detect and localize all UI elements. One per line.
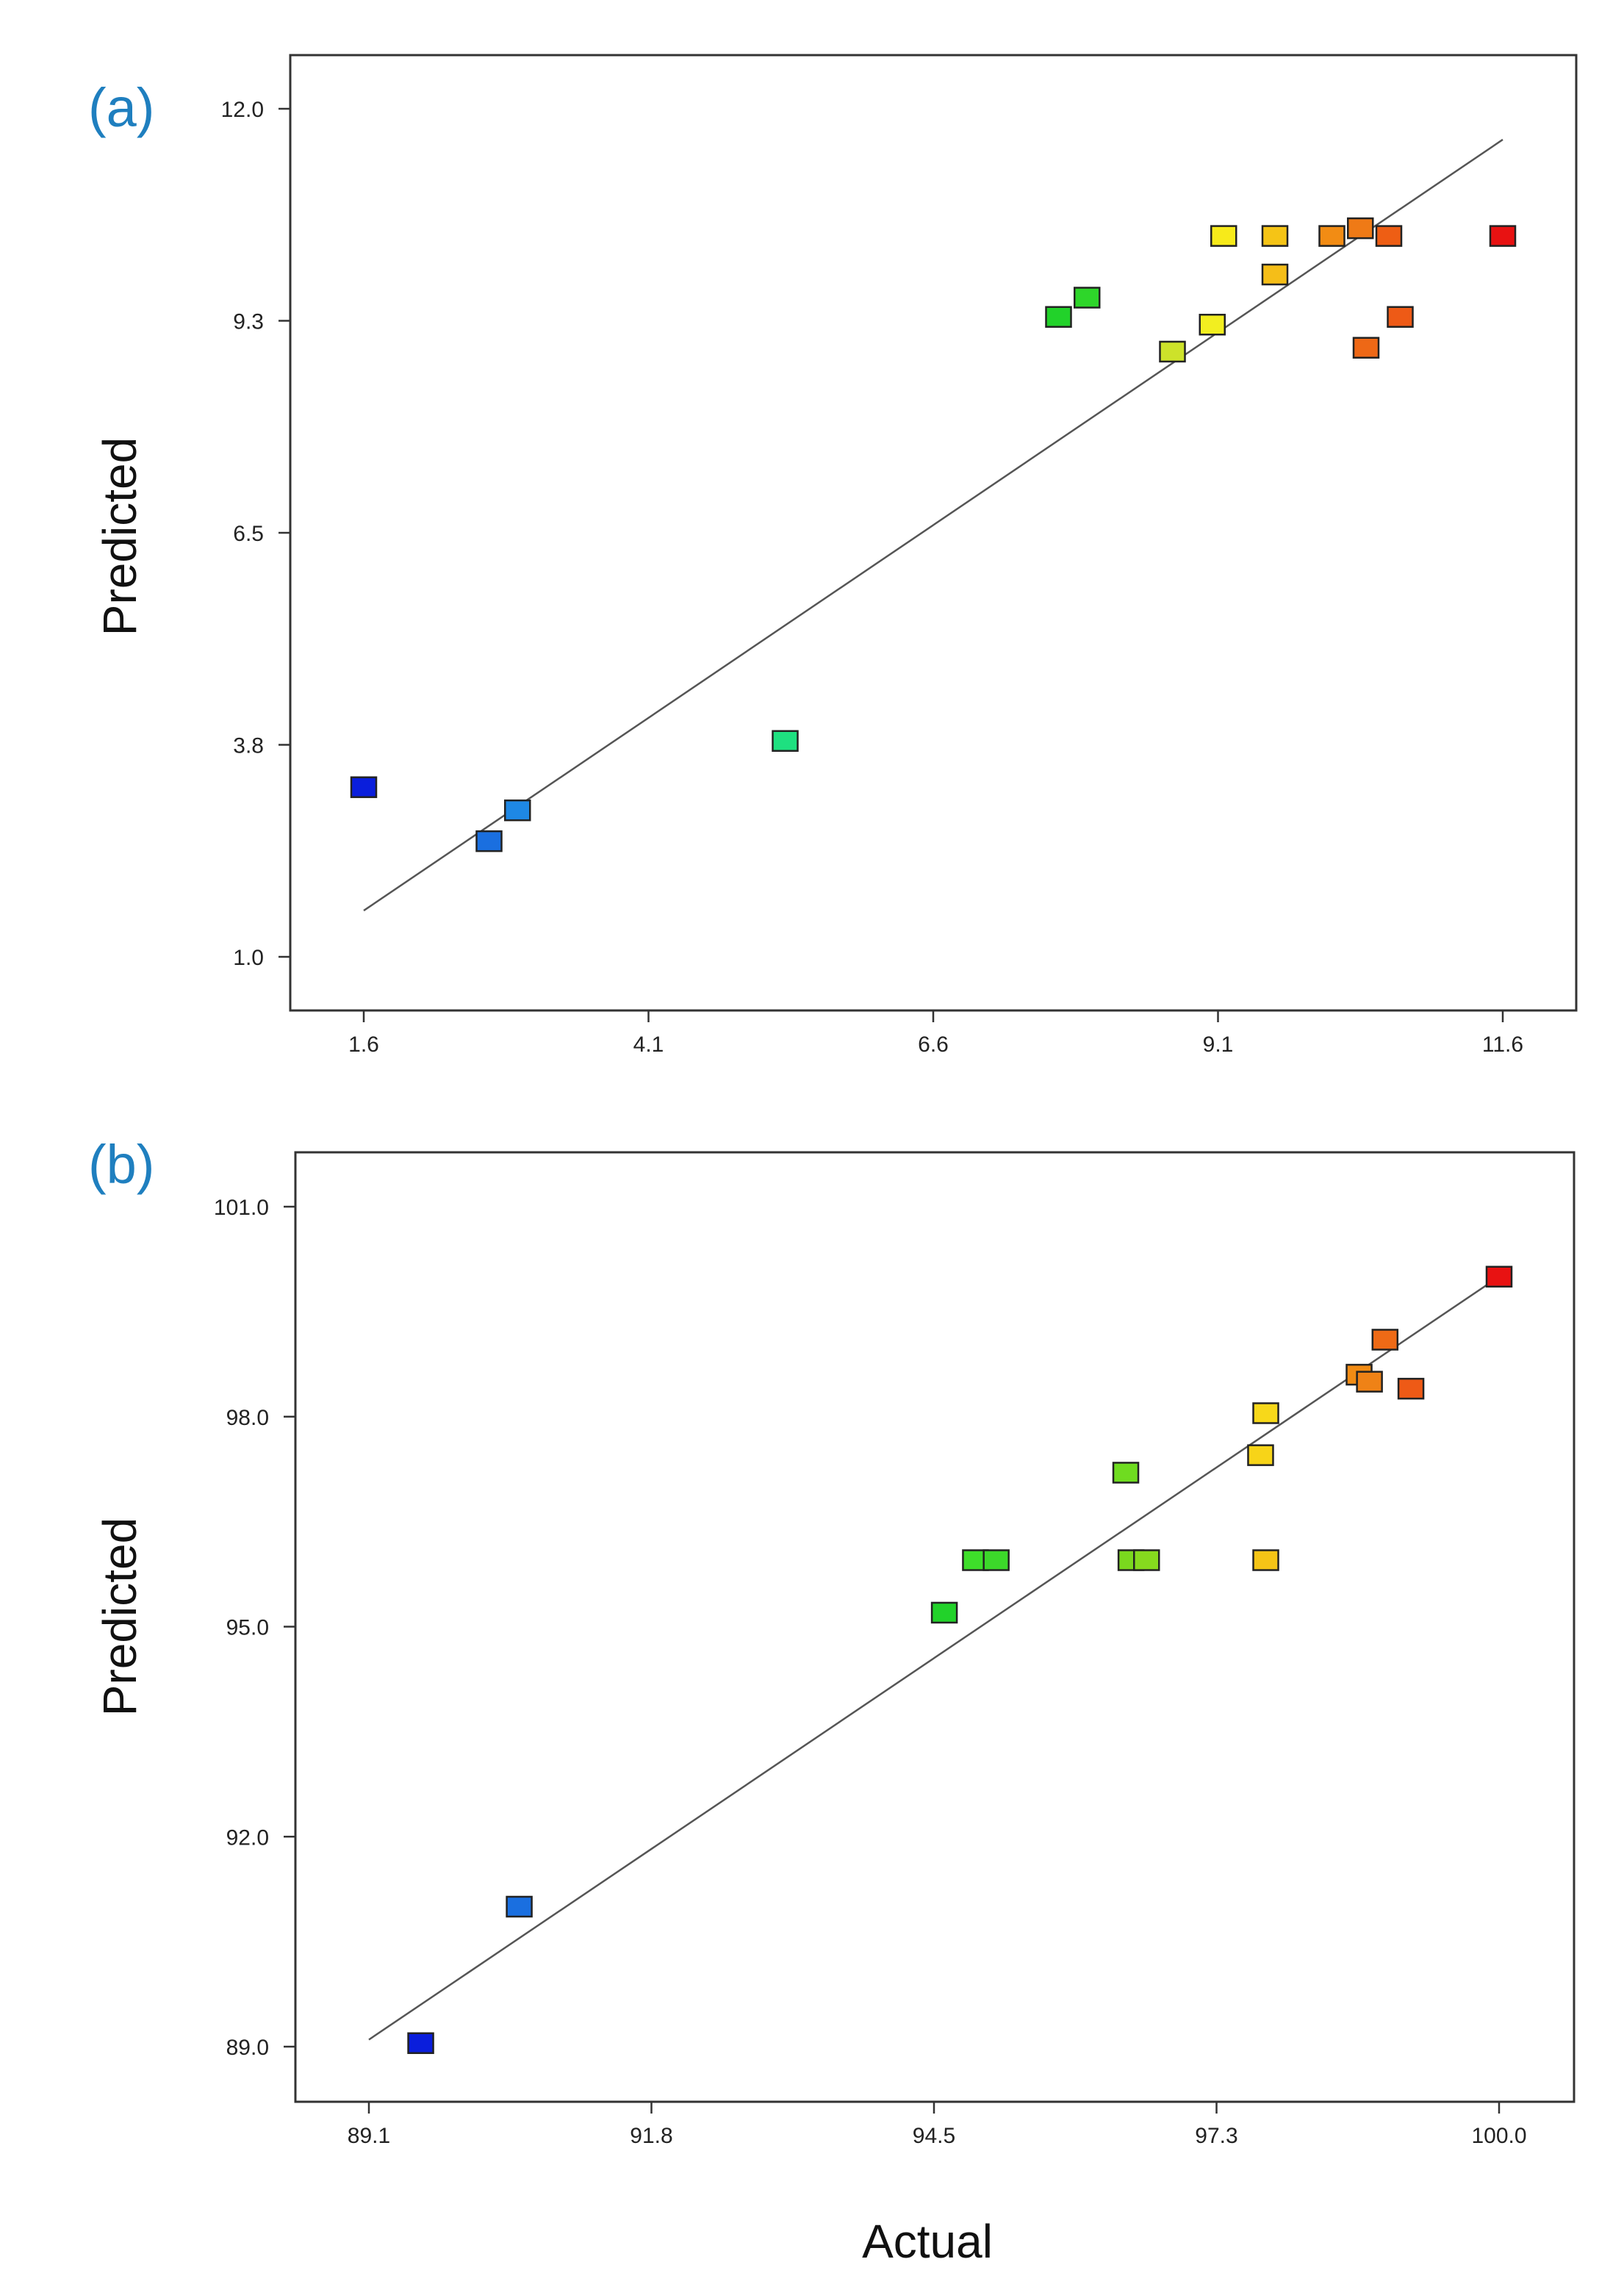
panel-a-data-point [1489,225,1517,247]
panel-b-data-point [1247,1444,1274,1466]
panel-a-marks: 1.6 4.1 6.6 9.1 11.6 1.0 3.8 6.5 9.3 12.0 [221,98,1523,1057]
panel-b-x-tick-label: 100.0 [1471,2124,1526,2148]
panel-b-data-point [1112,1462,1140,1484]
panel-b-data-point [1252,1549,1279,1571]
panel-b-x-tick-label: 91.8 [630,2124,672,2148]
panel-b-data-point [930,1601,958,1624]
panel-b-y-axis-title: Predicted [93,1518,146,1716]
panel-a-x-tick-label: 1.6 [348,1033,379,1057]
panel-a-data-point [1045,306,1072,328]
panel-a-y-tick-label: 3.8 [233,734,264,758]
panel-a-chart: (a) Predicted 1.6 4.1 6.6 9.1 11.6 1.0 3.8 6.5 9… [88,54,1578,1057]
panel-a-data-point [475,830,503,852]
panel-a-y-tick-label: 12.0 [221,98,264,122]
panel-a-y-tick-label: 6.5 [233,522,264,546]
panel-a-x-tick-label: 11.6 [1482,1033,1523,1057]
panel-a-data-point [1318,225,1345,247]
panel-a-data-point [1210,225,1237,247]
panel-b-marks: 89.1 91.8 94.5 97.3 100.0 89.0 92.0 95.0 98.0 101… [214,1196,1527,2148]
panel-b-y-tick-label: 92.0 [226,1825,269,1850]
panel-a-data-point [1347,217,1374,240]
panel-b-data-point [1397,1377,1425,1400]
panel-b-data-point [407,2032,434,2054]
panel-a-data-point [1387,306,1414,328]
panel-a-data-point [350,776,378,798]
panel-b-y-tick-label: 98.0 [226,1406,269,1430]
panel-b-data-point [1252,1402,1279,1424]
panel-a-data-point [1375,225,1403,247]
panel-a-data-point [1352,337,1380,359]
panel-b-data-point [1371,1329,1399,1351]
panel-a-data-point [1159,340,1186,363]
panel-a-data-point [1261,225,1289,247]
panel-b-y-tick-label: 101.0 [214,1196,269,1220]
panel-a-plot-frame [289,54,1578,1012]
panel-b-data-point [1485,1265,1513,1288]
panel-a-label: (a) [88,77,154,138]
panel-a-y-tick-label: 1.0 [233,946,264,970]
panel-a-data-point [1261,263,1289,286]
x-axis-title: Actual [862,2215,993,2268]
panel-a-x-tick-label: 6.6 [918,1033,949,1057]
panel-b-chart: (b) Predicted 89.1 91.8 94.5 97.3 100.0 89.0 9… [88,1134,1576,2268]
panel-b-y-tick-label: 89.0 [226,2036,269,2060]
panel-a-x-tick-label: 4.1 [633,1033,664,1057]
panel-a-data-point [1199,313,1226,336]
panel-b-x-tick-label: 94.5 [913,2124,955,2148]
panel-a-data-point [504,799,531,822]
panel-b-data-point [1356,1371,1383,1393]
panel-b-label: (b) [88,1134,154,1195]
panel-b-x-tick-label: 89.1 [348,2124,390,2148]
panel-a-fit-line [363,138,1503,912]
panel-b-x-tick-label: 97.3 [1195,2124,1237,2148]
panel-a-data-point [772,730,799,753]
panel-a-x-tick-label: 9.1 [1203,1033,1234,1057]
panel-b-y-tick-label: 95.0 [226,1616,269,1640]
panel-b-data-point [506,1895,533,1918]
panel-b-data-point [982,1549,1010,1571]
panel-a-y-tick-label: 9.3 [233,310,264,334]
panel-b-data-point [1133,1549,1160,1571]
panel-a-data-point [1074,287,1101,309]
panel-a-y-axis-title: Predicted [93,437,146,636]
panel-b-fit-line [368,1276,1500,2041]
